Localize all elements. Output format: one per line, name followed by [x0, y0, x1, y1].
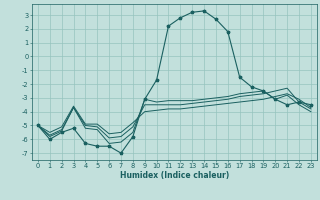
- X-axis label: Humidex (Indice chaleur): Humidex (Indice chaleur): [120, 171, 229, 180]
